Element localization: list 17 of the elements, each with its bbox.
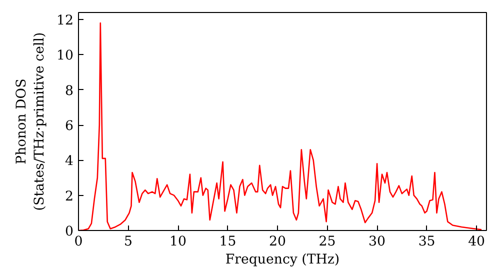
- y-tick-label: 8: [65, 84, 74, 99]
- x-tick-label: 25: [318, 234, 336, 250]
- y-tick-label: 4: [65, 154, 74, 170]
- x-tick-label: 40: [468, 234, 486, 250]
- y-tick-label: 0: [65, 224, 74, 240]
- x-tick-label: 10: [170, 234, 186, 250]
- x-tick-label: 35: [418, 234, 436, 250]
- y-axis-title: Phonon DOS (States/THz·primitive cell): [14, 32, 48, 211]
- y-tick-label: 6: [65, 119, 74, 134]
- y-tick-label: 10: [56, 48, 74, 64]
- y-tick-label: 12: [56, 14, 74, 29]
- y-tick-label: 2: [65, 189, 74, 204]
- x-axis-title: Frequency (THz): [225, 252, 340, 268]
- x-tick-label: 15: [219, 234, 236, 250]
- x-tick-label: 5: [124, 234, 132, 250]
- x-tick-label: 30: [368, 234, 386, 250]
- x-tick-label: 20: [269, 234, 286, 250]
